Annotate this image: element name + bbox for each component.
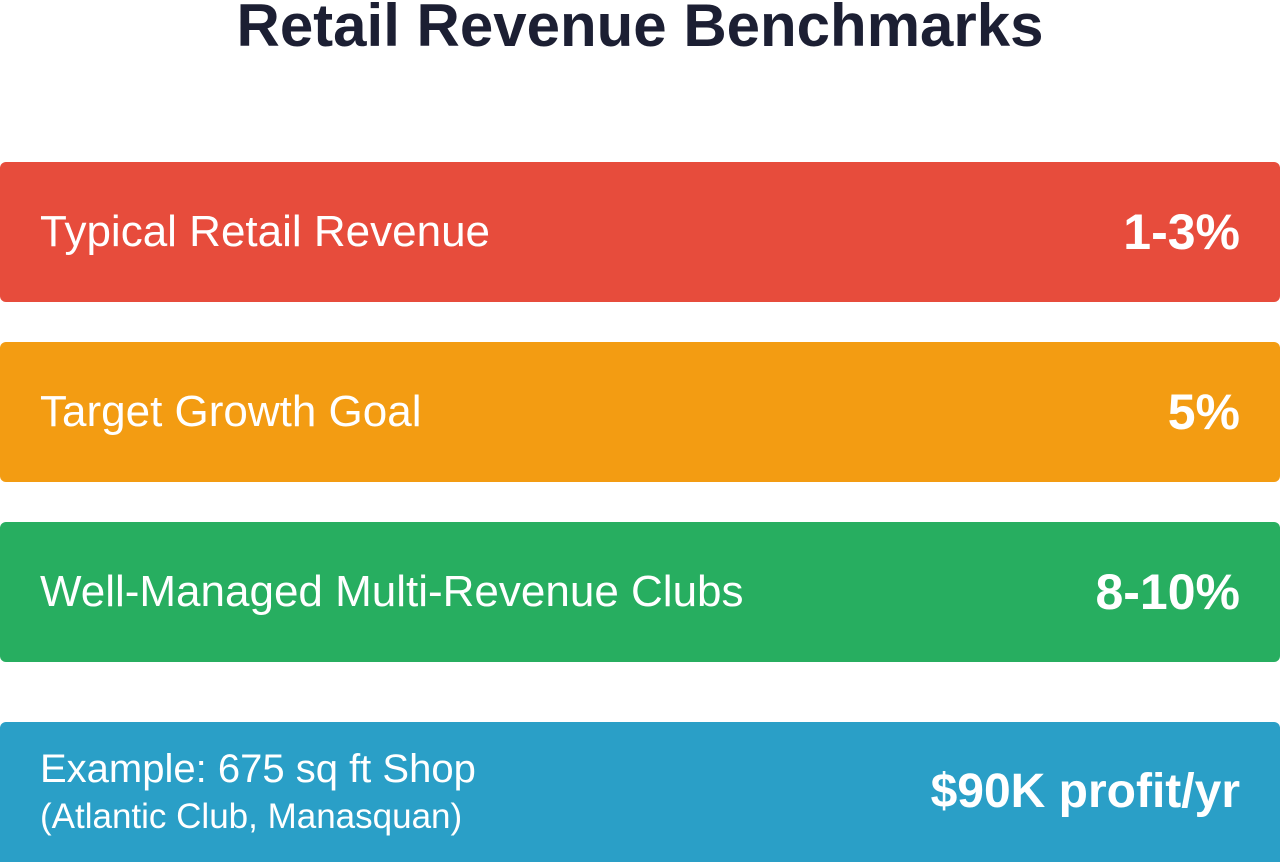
benchmark-target-growth: Target Growth Goal 5%	[0, 342, 1280, 482]
diagram-title: Retail Revenue Benchmarks	[236, 0, 1044, 59]
benchmark-label: Well-Managed Multi-Revenue Clubs	[40, 567, 744, 616]
example-profit-value: $90K profit/yr	[930, 765, 1240, 818]
example-location: (Atlantic Club, Manasquan)	[40, 797, 463, 836]
example-title: Example: 675 sq ft Shop	[40, 747, 476, 791]
benchmark-value: 5%	[1167, 384, 1240, 440]
example-shop-band: Example: 675 sq ft Shop (Atlantic Club, …	[0, 722, 1280, 862]
benchmark-well-managed-clubs: Well-Managed Multi-Revenue Clubs 8-10%	[0, 522, 1280, 662]
benchmark-typical-retail: Typical Retail Revenue 1-3%	[0, 162, 1280, 302]
benchmark-value: 8-10%	[1095, 564, 1240, 620]
benchmark-value: 1-3%	[1123, 204, 1240, 260]
example-text: Example: 675 sq ft Shop (Atlantic Club, …	[40, 744, 476, 840]
benchmark-label: Target Growth Goal	[40, 387, 422, 436]
benchmark-label: Typical Retail Revenue	[40, 207, 491, 256]
